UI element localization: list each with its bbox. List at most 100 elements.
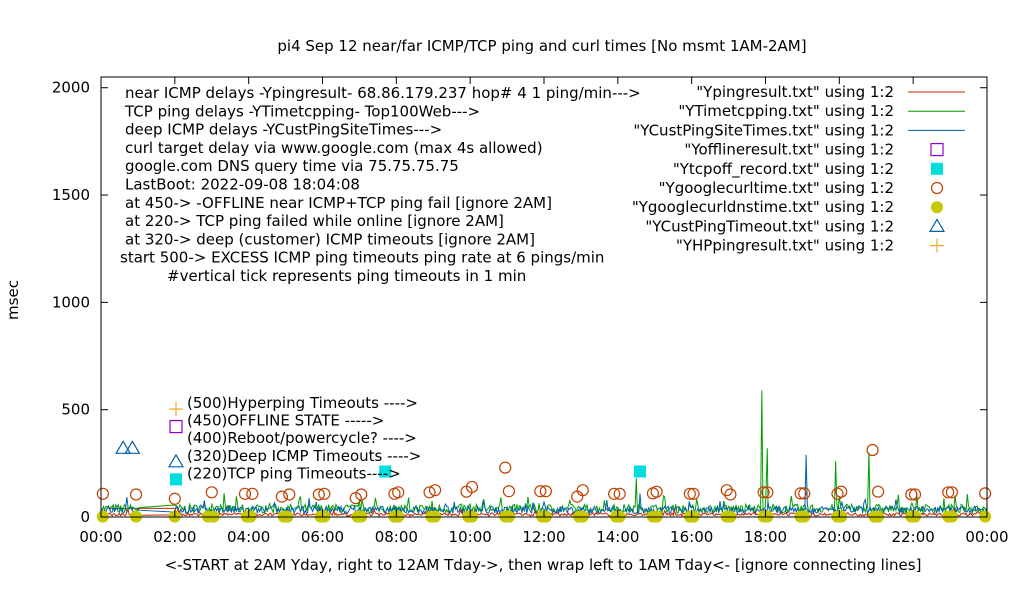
x-tick-label: 12:00 (522, 528, 565, 546)
series-6-point (355, 488, 368, 501)
y-tick-label: 1000 (52, 293, 90, 311)
legend-label: "Ygooglecurldnstime.txt" using 1:2 (632, 198, 894, 216)
legend-label: "Ygooglecurltime.txt" using 1:2 (659, 179, 894, 197)
series-5-point (379, 465, 392, 478)
x-tick-label: 02:00 (153, 528, 196, 546)
series-6-point (757, 486, 770, 499)
x-tick-label: 14:00 (596, 528, 639, 546)
series-6-point (502, 485, 516, 498)
legend-label: "YCustPingSiteTimes.txt" using 1:2 (633, 121, 894, 139)
legend: "Ypingresult.txt" using 1:2"YTimetcpping… (632, 83, 965, 255)
series-6-point (794, 487, 807, 500)
series-6-point (129, 488, 143, 501)
legend-label: "YCustPingTimeout.txt" using 1:2 (645, 217, 894, 235)
legend-swatch-marker (930, 181, 944, 195)
legend-swatch-marker (931, 201, 943, 214)
series-6-point (835, 485, 848, 498)
info-line: deep ICMP delays -YCustPingSiteTimes---> (125, 121, 442, 139)
legend-swatch-marker (930, 238, 944, 253)
x-tick-label: 16:00 (670, 528, 713, 546)
series-8-point (124, 440, 141, 454)
x-axis-label: <-START at 2AM Yday, right to 12AM Tday-… (165, 556, 922, 574)
info-line: #vertical tick represents ping timeouts … (167, 267, 526, 285)
x-tick-label: 00:00 (965, 528, 1008, 546)
series-6-point (720, 484, 733, 497)
series-6-point (392, 486, 405, 499)
series-8-point (115, 440, 132, 454)
series-6-point (423, 486, 436, 499)
series-6-point (499, 461, 512, 474)
series-6-point (576, 484, 589, 497)
x-tick-label: 04:00 (227, 528, 270, 546)
series-6-point (942, 486, 955, 499)
legend-label: "YHPpingresult.txt" using 1:2 (676, 237, 894, 255)
y-tick-label: 500 (61, 401, 90, 419)
info-line: TCP ping delays -YTimetcpping- Top100Web… (124, 102, 480, 120)
series-6-point (979, 487, 992, 500)
series-6-point (650, 485, 663, 498)
series-6-point (571, 490, 584, 503)
series-6-point (687, 487, 700, 500)
series-6-point (683, 487, 696, 500)
x-tick-label: 10:00 (449, 528, 492, 546)
info-line: google.com DNS query time via 75.75.75.7… (125, 157, 459, 175)
legend-label: "Ytcpoff_record.txt" using 1:2 (673, 160, 894, 179)
series-6-point (761, 486, 774, 499)
series-6-point (608, 487, 621, 500)
series-6-point (724, 488, 737, 501)
series-6-point (246, 487, 259, 500)
series-6-point (318, 487, 331, 500)
series-6-point (905, 488, 918, 501)
series-6-point (96, 487, 109, 500)
legend-label: "YTimetcpping.txt" using 1:2 (678, 102, 894, 120)
series-6-point (866, 443, 879, 457)
x-tick-label: 22:00 (892, 528, 935, 546)
legend-swatch-marker (930, 143, 944, 157)
series-5-point (633, 465, 646, 478)
marker-key: (500)Hyperping Timeouts ---->(450)OFFLIN… (167, 394, 421, 486)
marker-key-label: (450)OFFLINE STATE -----> (187, 412, 384, 430)
info-line: at 320-> deep (customer) ICMP timeouts [… (125, 230, 535, 248)
info-line: near ICMP delays -Ypingresult- 68.86.179… (125, 84, 641, 102)
series-6-point (238, 487, 252, 500)
marker-key-label: (400)Reboot/powercycle? ----> (187, 429, 417, 447)
series-6-point (613, 487, 626, 500)
marker-key-symbol (169, 420, 183, 434)
legend-swatch-marker (931, 162, 943, 175)
x-tick-label: 00:00 (79, 528, 122, 546)
series-6-point (205, 486, 218, 499)
series-6-point (798, 487, 811, 500)
x-tick-label: 20:00 (818, 528, 861, 546)
series-6-point (168, 492, 181, 505)
y-axis-label: msec (4, 280, 22, 320)
marker-key-label: (220)TCP ping Timeouts----> (187, 464, 401, 482)
legend-label: "Yofflineresult.txt" using 1:2 (684, 141, 894, 159)
info-line: LastBoot: 2022-09-08 18:04:08 (125, 176, 360, 194)
x-tick-label: 18:00 (744, 528, 787, 546)
marker-key-symbol (170, 473, 182, 486)
marker-key-symbol (167, 453, 185, 468)
series-6-point (312, 488, 325, 501)
legend-label: "Ypingresult.txt" using 1:2 (696, 83, 894, 101)
series-6-point (539, 485, 552, 498)
info-line: curl target delay via www.google.com (ma… (125, 139, 543, 157)
series-6-point (428, 484, 442, 497)
y-tick-label: 0 (80, 508, 90, 526)
marker-key-label: (320)Deep ICMP Timeouts ----> (187, 447, 421, 465)
series-6-point (534, 485, 547, 498)
marker-key-symbol (169, 402, 183, 416)
axes: 00:00 02:00 04:00 06:00 08:00 10:00 12:00 14:00… (52, 77, 1009, 546)
chart-title: pi4 Sep 12 near/far ICMP/TCP ping and cu… (277, 37, 806, 55)
series-6-point (945, 486, 959, 499)
y-tick-label: 2000 (52, 79, 90, 97)
series-6-point (275, 490, 288, 503)
info-line: start 500-> EXCESS ICMP ping timeouts pi… (120, 249, 604, 267)
deep-icmp-series-line (100, 454, 988, 516)
series-6-point (465, 480, 479, 494)
info-text-block: near ICMP delays -Ypingresult- 68.86.179… (120, 84, 641, 285)
x-tick-label: 06:00 (301, 528, 344, 546)
y-tick-label: 1500 (52, 186, 90, 204)
marker-key-label: (500)Hyperping Timeouts ----> (187, 394, 418, 412)
x-tick-label: 08:00 (375, 528, 418, 546)
